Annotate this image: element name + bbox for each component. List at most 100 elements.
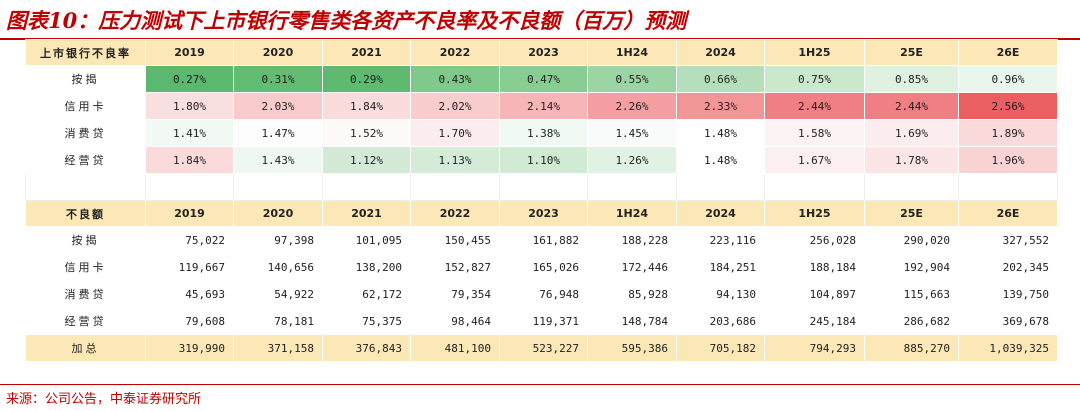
amount_table-header-row: 不良额 2019 2020 2021 2022 2023 1H24 2024 1H25 25E 26… bbox=[25, 200, 1058, 227]
ratio-row: 消费贷 1.41% 1.47% 1.52% 1.70% 1.38% 1.45% 1.48% 1.… bbox=[25, 119, 1058, 147]
amount-cell: 150,455 bbox=[410, 226, 500, 254]
ratio-cell: 1.38% bbox=[499, 119, 588, 147]
ratio_table-column-header: 2024 bbox=[676, 39, 765, 66]
empty-cell bbox=[764, 173, 865, 201]
amount-cell: 75,375 bbox=[322, 307, 411, 335]
total-label: 加总 bbox=[25, 334, 146, 362]
ratio_table-header-row: 上市银行不良率 2019 2020 2021 2022 2023 1H24 2024 1H25 2… bbox=[25, 39, 1058, 66]
ratio-cell: 2.14% bbox=[499, 92, 588, 120]
empty-cell bbox=[499, 173, 588, 201]
amount_table-column-header: 2020 bbox=[233, 200, 323, 227]
amount_table-column-header: 2019 bbox=[145, 200, 234, 227]
row-label: 消费贷 bbox=[25, 119, 146, 147]
total-cell: 371,158 bbox=[233, 334, 323, 362]
amount_table-column-header: 25E bbox=[864, 200, 959, 227]
empty-cell bbox=[145, 173, 234, 201]
spacer-row bbox=[25, 173, 1058, 201]
ratio-cell: 1.52% bbox=[322, 119, 411, 147]
amount-cell: 286,682 bbox=[864, 307, 959, 335]
total-row: 加总 319,990 371,158 376,843 481,100 523,227 595… bbox=[25, 334, 1058, 362]
amount-cell: 369,678 bbox=[958, 307, 1058, 335]
total-cell: 595,386 bbox=[587, 334, 677, 362]
ratio-cell: 1.10% bbox=[499, 146, 588, 174]
amount-cell: 188,184 bbox=[764, 253, 865, 281]
amount-cell: 256,028 bbox=[764, 226, 865, 254]
total-cell: 319,990 bbox=[145, 334, 234, 362]
amount-cell: 138,200 bbox=[322, 253, 411, 281]
ratio_table-column-header: 26E bbox=[958, 39, 1058, 66]
ratio-cell: 0.31% bbox=[233, 65, 323, 93]
amount-cell: 79,354 bbox=[410, 280, 500, 308]
total-cell: 523,227 bbox=[499, 334, 588, 362]
ratio-cell: 1.96% bbox=[958, 146, 1058, 174]
figure-title: 图表10：压力测试下上市银行零售类各资产不良率及不良额（百万）预测 bbox=[6, 8, 687, 33]
amount-cell: 97,398 bbox=[233, 226, 323, 254]
amount-cell: 119,371 bbox=[499, 307, 588, 335]
amount-cell: 76,948 bbox=[499, 280, 588, 308]
amount-row: 信用卡 119,667 140,656 138,200 152,827 165,026 17… bbox=[25, 253, 1058, 281]
ratio-cell: 1.67% bbox=[764, 146, 865, 174]
amount_table-column-header: 2021 bbox=[322, 200, 411, 227]
ratio-row: 经营贷 1.84% 1.43% 1.12% 1.13% 1.10% 1.26% 1.48% 1.… bbox=[25, 146, 1058, 174]
amount-cell: 94,130 bbox=[676, 280, 765, 308]
ratio-cell: 1.26% bbox=[587, 146, 677, 174]
ratio-cell: 0.55% bbox=[587, 65, 677, 93]
amount-cell: 104,897 bbox=[764, 280, 865, 308]
ratio-cell: 1.84% bbox=[322, 92, 411, 120]
ratio-row: 信用卡 1.80% 2.03% 1.84% 2.02% 2.14% 2.26% 2.33% 2.… bbox=[25, 92, 1058, 120]
ratio_table-column-header: 25E bbox=[864, 39, 959, 66]
ratio-cell: 2.03% bbox=[233, 92, 323, 120]
empty-cell bbox=[322, 173, 411, 201]
amount-cell: 223,116 bbox=[676, 226, 765, 254]
amount-cell: 98,464 bbox=[410, 307, 500, 335]
ratio-cell: 1.70% bbox=[410, 119, 500, 147]
total-cell: 794,293 bbox=[764, 334, 865, 362]
ratio-cell: 0.29% bbox=[322, 65, 411, 93]
row-label: 经营贷 bbox=[25, 146, 146, 174]
ratio-cell: 0.96% bbox=[958, 65, 1058, 93]
ratio_table-column-header: 1H25 bbox=[764, 39, 865, 66]
ratio_table-column-header: 2019 bbox=[145, 39, 234, 66]
ratio-cell: 1.43% bbox=[233, 146, 323, 174]
amount-cell: 165,026 bbox=[499, 253, 588, 281]
total-cell: 1,039,325 bbox=[958, 334, 1058, 362]
ratio-cell: 1.12% bbox=[322, 146, 411, 174]
amount_table-column-header: 2023 bbox=[499, 200, 588, 227]
ratio-cell: 1.78% bbox=[864, 146, 959, 174]
row-label: 信用卡 bbox=[25, 92, 146, 120]
amount-row: 经营贷 79,608 78,181 75,375 98,464 119,371 148,78… bbox=[25, 307, 1058, 335]
amount_table-column-header: 1H25 bbox=[764, 200, 865, 227]
empty-cell bbox=[864, 173, 959, 201]
amount-cell: 245,184 bbox=[764, 307, 865, 335]
total-cell: 481,100 bbox=[410, 334, 500, 362]
total-cell: 885,270 bbox=[864, 334, 959, 362]
ratio-cell: 0.43% bbox=[410, 65, 500, 93]
ratio-cell: 1.58% bbox=[764, 119, 865, 147]
ratio-cell: 1.45% bbox=[587, 119, 677, 147]
title-bar: 图表10：压力测试下上市银行零售类各资产不良率及不良额（百万）预测 bbox=[0, 0, 1080, 40]
amount-cell: 202,345 bbox=[958, 253, 1058, 281]
ratio-cell: 2.33% bbox=[676, 92, 765, 120]
amount-cell: 152,827 bbox=[410, 253, 500, 281]
ratio-cell: 0.66% bbox=[676, 65, 765, 93]
amount-cell: 119,667 bbox=[145, 253, 234, 281]
empty-cell bbox=[410, 173, 500, 201]
ratio-cell: 1.48% bbox=[676, 146, 765, 174]
amount_table-header-label: 不良额 bbox=[25, 200, 146, 227]
ratio-cell: 2.56% bbox=[958, 92, 1058, 120]
amount-cell: 172,446 bbox=[587, 253, 677, 281]
amount-row: 按揭 75,022 97,398 101,095 150,455 161,882 188,2… bbox=[25, 226, 1058, 254]
ratio-cell: 2.26% bbox=[587, 92, 677, 120]
ratio-cell: 1.69% bbox=[864, 119, 959, 147]
empty-cell bbox=[676, 173, 765, 201]
amount-cell: 62,172 bbox=[322, 280, 411, 308]
ratio-cell: 0.27% bbox=[145, 65, 234, 93]
amount-cell: 139,750 bbox=[958, 280, 1058, 308]
amount-cell: 184,251 bbox=[676, 253, 765, 281]
empty-cell bbox=[233, 173, 323, 201]
empty-cell bbox=[587, 173, 677, 201]
amount-cell: 78,181 bbox=[233, 307, 323, 335]
ratio-row: 按揭 0.27% 0.31% 0.29% 0.43% 0.47% 0.55% 0.66% 0.7… bbox=[25, 65, 1058, 93]
ratio-cell: 0.47% bbox=[499, 65, 588, 93]
